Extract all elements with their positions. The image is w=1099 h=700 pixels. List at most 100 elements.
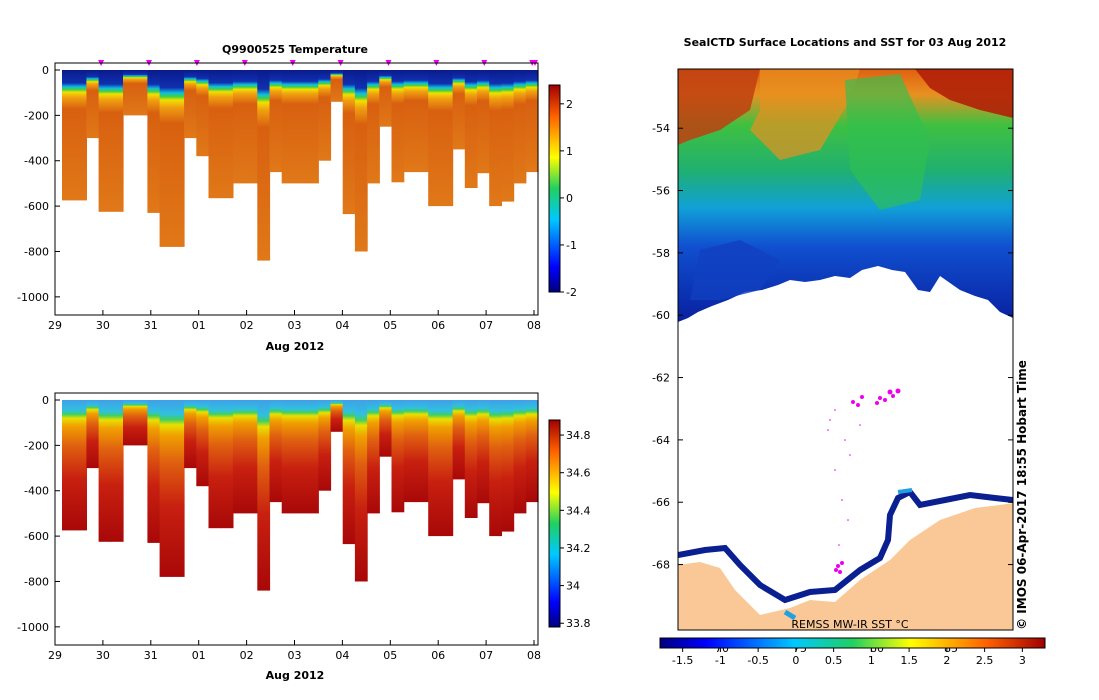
profile-bar-3	[98, 400, 112, 542]
profile-bar-37	[513, 70, 527, 184]
cb-tick-label--2: -2	[566, 286, 577, 299]
profile-bar-36	[501, 70, 515, 202]
profile-bar-16	[257, 400, 271, 591]
salinity-x-axis: 29 30 31 01 02 03 04 05 06 07 08	[48, 640, 541, 662]
profile-bar-27	[391, 400, 405, 513]
profile-bar-38	[525, 400, 539, 503]
lat-tick-label--68: -68	[652, 559, 670, 572]
y-tick-label--1000: -1000	[17, 291, 49, 304]
lat-tick-label--56: -56	[652, 185, 670, 198]
x-tick-label-01: 01	[192, 649, 206, 662]
coastal-warm-spot	[783, 609, 797, 621]
sst-cb-tick-label--0.5: -0.5	[747, 654, 768, 667]
profile-bar-18	[281, 400, 295, 514]
sst-cb-tick-label-2.5: 2.5	[976, 654, 994, 667]
profile-bar-28	[403, 70, 417, 173]
profile-bar-26	[379, 400, 393, 457]
profile-bar-1	[74, 400, 87, 531]
profile-bar-24	[354, 70, 368, 252]
warm-water-ne	[915, 69, 1013, 118]
x-tick-label-06: 06	[431, 319, 445, 332]
sst-cb-tick-label-0.5: 0.5	[825, 654, 843, 667]
profile-bar-29	[415, 70, 429, 173]
y-tick-label--400: -400	[24, 155, 49, 168]
lat-tick-label--62: -62	[652, 372, 670, 385]
sst-cb-tick-label-0: 0	[792, 654, 799, 667]
cb-tick-label-34.4: 34.4	[566, 504, 591, 517]
x-tick-label-04: 04	[335, 649, 349, 662]
x-tick-label-02: 02	[240, 319, 254, 332]
sst-cb-tick-label-3: 3	[1019, 654, 1026, 667]
salinity-colorbar	[548, 419, 561, 628]
profile-bar-26	[379, 70, 393, 127]
y-tick-label-0: 0	[42, 394, 49, 407]
temperature-y-axis: 0 -200 -400 -600 -800 -1000	[17, 64, 60, 304]
temperature-x-axis: 29 30 31 01 02 03 04 05 06 07 08	[48, 310, 541, 332]
profile-bar-3	[98, 70, 112, 212]
y-tick-label--800: -800	[24, 245, 49, 258]
profile-bar-21	[318, 70, 332, 161]
lat-tick-label--66: -66	[652, 496, 670, 509]
salinity-panel: 0 -200 -400 -600 -800 -1000 29 30 31 01 02 03 04 05 0…	[17, 392, 591, 682]
profile-bar-22	[330, 70, 344, 102]
profile-bar-37	[513, 400, 527, 514]
x-tick-label-08: 08	[527, 649, 541, 662]
x-tick-label-08: 08	[527, 319, 541, 332]
sst-colorbar	[659, 637, 1046, 649]
profile-bar-20	[306, 70, 319, 184]
x-tick-label-31: 31	[144, 319, 158, 332]
profile-bar-6	[135, 400, 148, 446]
seal-locations	[827, 388, 901, 574]
green-tongue	[845, 74, 930, 210]
cb-tick-label-33.8: 33.8	[566, 617, 591, 630]
profile-bar-17	[269, 70, 283, 173]
x-tick-label-05: 05	[383, 649, 397, 662]
profile-bar-15	[245, 70, 258, 184]
profile-bar-32	[452, 400, 466, 480]
lat-tick-label--58: -58	[652, 247, 670, 260]
warm-water-n	[750, 69, 860, 160]
profile-bar-17	[269, 400, 283, 503]
profile-bar-21	[318, 400, 332, 491]
profile-bar-2	[86, 400, 100, 469]
cb-tick-label-34.6: 34.6	[566, 467, 591, 480]
temperature-axes-frame	[54, 62, 539, 316]
profile-bar-12	[208, 70, 222, 199]
sst-colorbar-ticks: -1.5 -1 -0.5 0 0.5 1 1.5 2 2.5 3	[672, 648, 1026, 667]
x-tick-label-06: 06	[431, 649, 445, 662]
profile-bar-34	[477, 70, 490, 174]
profile-bar-10	[184, 70, 197, 139]
cb-tick-label--1: -1	[566, 239, 577, 252]
y-tick-label--200: -200	[24, 439, 49, 452]
x-tick-label-07: 07	[479, 649, 493, 662]
profile-bar-2	[86, 70, 100, 139]
profile-bar-33	[464, 400, 478, 518]
profile-bar-8	[159, 70, 173, 247]
profile-bar-4	[110, 70, 124, 212]
profile-bar-38	[525, 70, 539, 173]
profile-bar-20	[306, 400, 319, 514]
map-latitude-axis: -54 -56 -58 -60 -62 -64 -66 -68	[652, 122, 1013, 572]
profile-bar-24	[354, 400, 368, 582]
profile-bar-27	[391, 70, 405, 183]
sst-cb-tick-label-2: 2	[943, 654, 950, 667]
profile-bar-7	[147, 400, 161, 543]
lat-tick-label--64: -64	[652, 434, 670, 447]
profile-bar-28	[403, 400, 417, 503]
map-title: SealCTD Surface Locations and SST for 03…	[684, 36, 1007, 49]
y-tick-label-0: 0	[42, 64, 49, 77]
sst-cb-tick-label-1.5: 1.5	[900, 654, 918, 667]
profile-bar-0	[62, 400, 75, 531]
profile-bar-18	[281, 70, 295, 184]
salinity-profiles	[62, 400, 539, 591]
profile-bar-10	[184, 400, 197, 469]
profile-bar-23	[342, 70, 356, 215]
antarctic-land	[678, 503, 1013, 630]
profile-bar-15	[245, 400, 258, 514]
profile-bar-25	[367, 70, 380, 184]
x-tick-label-31: 31	[144, 649, 158, 662]
profile-bar-30	[428, 400, 441, 537]
map-frame	[677, 68, 1014, 631]
y-tick-label--800: -800	[24, 575, 49, 588]
